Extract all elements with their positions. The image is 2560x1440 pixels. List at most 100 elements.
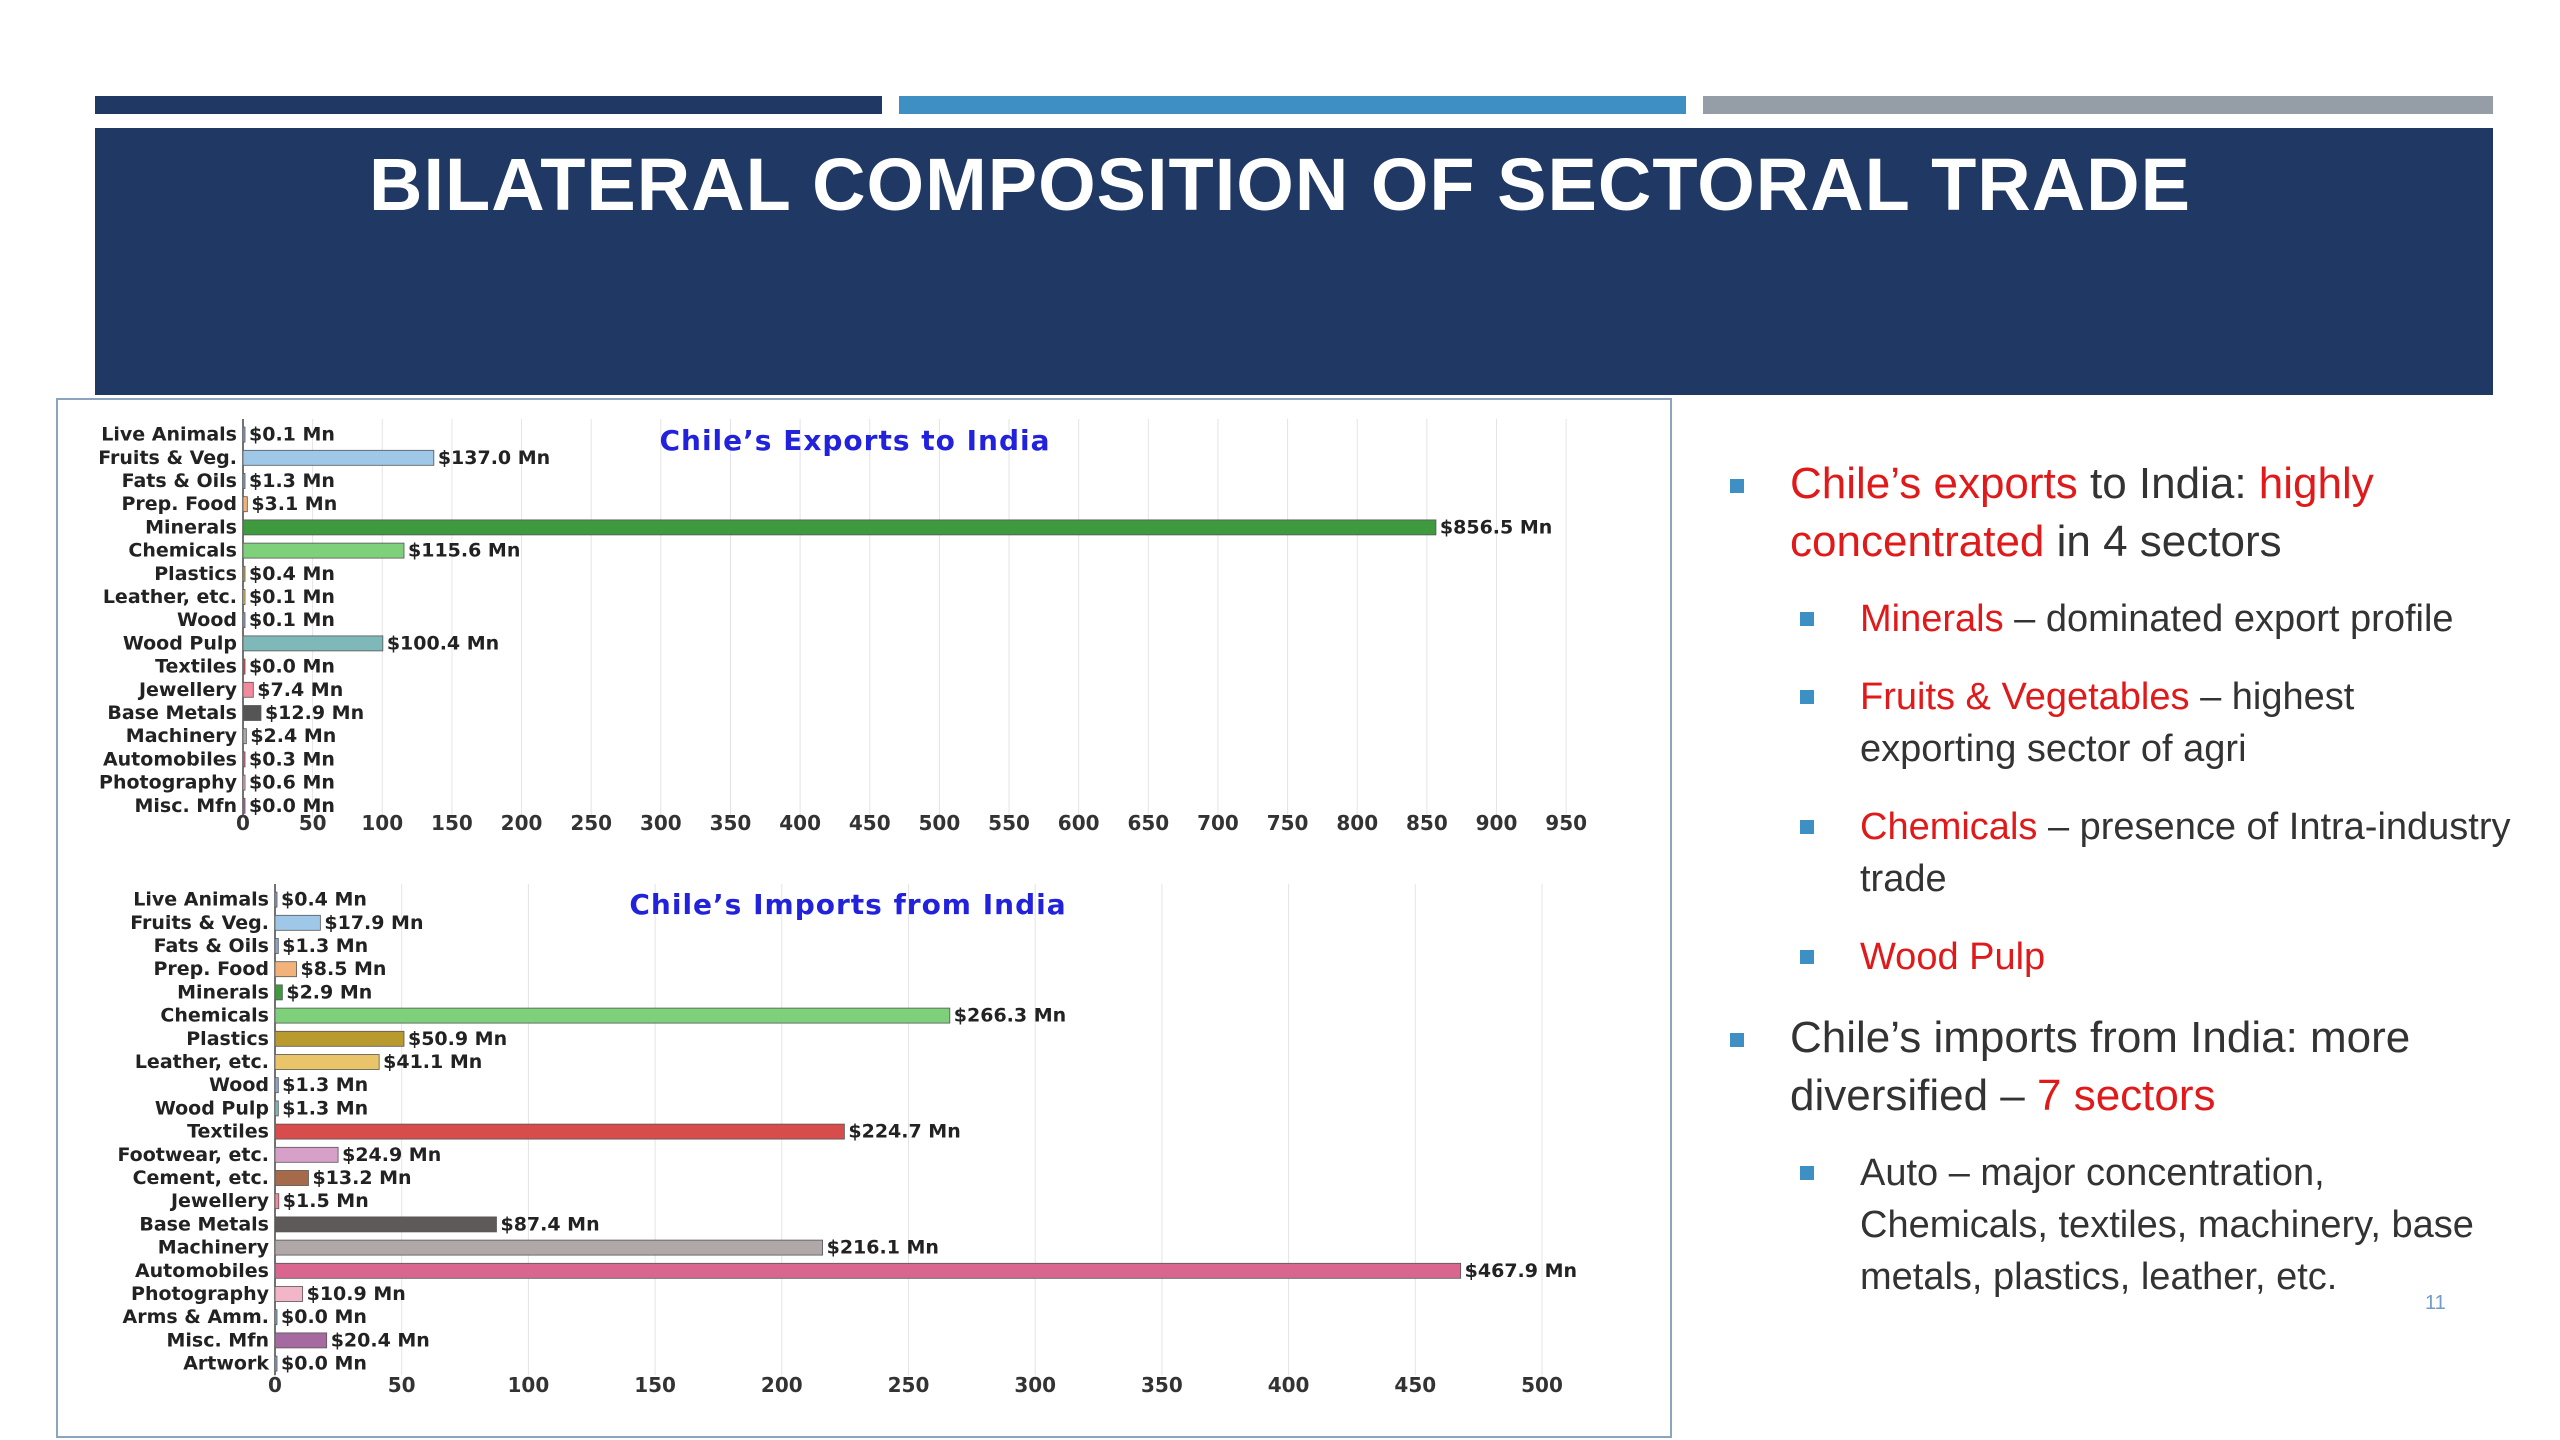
bar xyxy=(274,938,279,954)
x-tick-label: 550 xyxy=(988,811,1030,835)
data-label: $2.9 Mn xyxy=(286,981,372,1003)
x-tick-label: 800 xyxy=(1336,811,1378,835)
bar xyxy=(242,797,246,814)
category-label: Wood Pulp xyxy=(155,1097,269,1119)
category-label: Chemicals xyxy=(128,540,237,562)
bar xyxy=(242,612,246,629)
bar xyxy=(274,1100,279,1117)
category-label: Machinery xyxy=(158,1237,270,1259)
category-label: Wood xyxy=(177,609,237,631)
x-tick-label: 850 xyxy=(1406,811,1448,835)
data-label: $0.3 Mn xyxy=(249,748,335,770)
category-label: Photography xyxy=(99,772,238,794)
data-label: $20.4 Mn xyxy=(331,1329,430,1351)
bullet-marker xyxy=(1800,612,1814,626)
bullet-marker xyxy=(1800,950,1814,964)
data-label: $856.5 Mn xyxy=(1440,516,1552,538)
data-label: $1.3 Mn xyxy=(282,1097,368,1119)
bullet-text-red: Chemicals xyxy=(1860,806,2038,848)
bullet-text: to India: xyxy=(2077,459,2259,508)
bar xyxy=(274,1309,278,1326)
category-label: Prep. Food xyxy=(153,958,269,980)
bar xyxy=(242,519,1437,536)
x-tick-label: 450 xyxy=(1394,1373,1436,1397)
bullet-marker xyxy=(1730,479,1744,493)
header-strip-grey xyxy=(1703,96,2493,114)
bar xyxy=(242,449,435,466)
x-tick-label: 50 xyxy=(299,811,327,835)
bullet-text-red: Minerals xyxy=(1860,598,2004,640)
data-label: $0.1 Mn xyxy=(249,586,335,608)
category-label: Misc. Mfn xyxy=(166,1329,269,1351)
category-label: Photography xyxy=(131,1283,270,1305)
x-tick-label: 150 xyxy=(431,811,473,835)
bullet-text: – presence of Intra-industry trade xyxy=(1860,806,2511,900)
category-label: Base Metals xyxy=(139,1213,269,1235)
bar xyxy=(274,1332,328,1349)
category-label: Jewellery xyxy=(169,1190,270,1212)
bar xyxy=(274,1262,1462,1279)
bar xyxy=(242,728,247,745)
category-label: Footwear, etc. xyxy=(117,1144,269,1166)
data-label: $0.0 Mn xyxy=(281,1353,367,1375)
x-tick-label: 350 xyxy=(710,811,752,835)
data-label: $115.6 Mn xyxy=(408,540,520,562)
category-label: Fats & Oils xyxy=(154,935,269,957)
bullet-marker xyxy=(1800,1166,1814,1180)
data-label: $216.1 Mn xyxy=(827,1237,939,1259)
data-label: $0.1 Mn xyxy=(249,424,335,446)
category-label: Minerals xyxy=(177,981,269,1003)
bar xyxy=(242,658,246,675)
category-label: Textiles xyxy=(187,1121,269,1143)
category-label: Plastics xyxy=(154,563,237,585)
x-tick-label: 50 xyxy=(388,1373,416,1397)
x-tick-label: 450 xyxy=(849,811,891,835)
x-tick-label: 900 xyxy=(1476,811,1518,835)
bar xyxy=(274,1193,280,1210)
bar xyxy=(274,1007,951,1024)
bar xyxy=(274,1216,497,1233)
category-label: Prep. Food xyxy=(121,493,237,515)
data-label: $87.4 Mn xyxy=(500,1213,599,1235)
bullet-text-red: Fruits & Vegetables xyxy=(1860,676,2190,718)
category-label: Base Metals xyxy=(107,702,237,724)
bar xyxy=(274,1355,278,1372)
data-label: $0.0 Mn xyxy=(281,1306,367,1328)
category-label: Jewellery xyxy=(137,679,238,701)
x-tick-label: 400 xyxy=(1268,1373,1310,1397)
bar xyxy=(274,1054,380,1070)
x-tick-label: 500 xyxy=(1521,1373,1563,1397)
data-label: $0.0 Mn xyxy=(249,795,335,817)
category-label: Plastics xyxy=(186,1028,269,1050)
bullet-imports: Chile’s imports from India: more diversi… xyxy=(1720,1009,2520,1125)
data-label: $224.7 Mn xyxy=(848,1121,960,1143)
bar xyxy=(242,496,248,513)
x-tick-label: 400 xyxy=(779,811,821,835)
x-tick-label: 950 xyxy=(1545,811,1587,835)
bullet-text-red: highly concentrated xyxy=(1790,459,2374,566)
bar xyxy=(274,914,321,931)
bullet-text: Chile’s imports from India: more diversi… xyxy=(1790,1013,2411,1120)
title-band xyxy=(95,128,2493,395)
data-label: $1.3 Mn xyxy=(249,470,335,492)
bar xyxy=(242,751,246,768)
category-label: Wood Pulp xyxy=(123,632,237,654)
x-tick-label: 750 xyxy=(1267,811,1309,835)
category-label: Textiles xyxy=(155,656,237,678)
bullet-list: Chile’s exports to India: highly concent… xyxy=(1720,455,2520,1329)
data-label: $41.1 Mn xyxy=(383,1051,482,1073)
data-label: $8.5 Mn xyxy=(301,958,387,980)
category-label: Live Animals xyxy=(101,424,237,446)
bar xyxy=(274,1030,405,1047)
category-label: Leather, etc. xyxy=(103,586,237,608)
data-label: $17.9 Mn xyxy=(324,912,423,934)
category-label: Arms & Amm. xyxy=(123,1306,270,1328)
data-label: $13.2 Mn xyxy=(312,1167,411,1189)
data-label: $100.4 Mn xyxy=(387,632,499,654)
data-label: $1.3 Mn xyxy=(282,1074,368,1096)
bullet-text: Auto – major concentration, Chemicals, t… xyxy=(1860,1152,2474,1298)
bullet-text-red: 7 sectors xyxy=(2037,1071,2216,1120)
bullet-marker xyxy=(1800,690,1814,704)
x-tick-label: 650 xyxy=(1127,811,1169,835)
category-label: Fats & Oils xyxy=(122,470,237,492)
